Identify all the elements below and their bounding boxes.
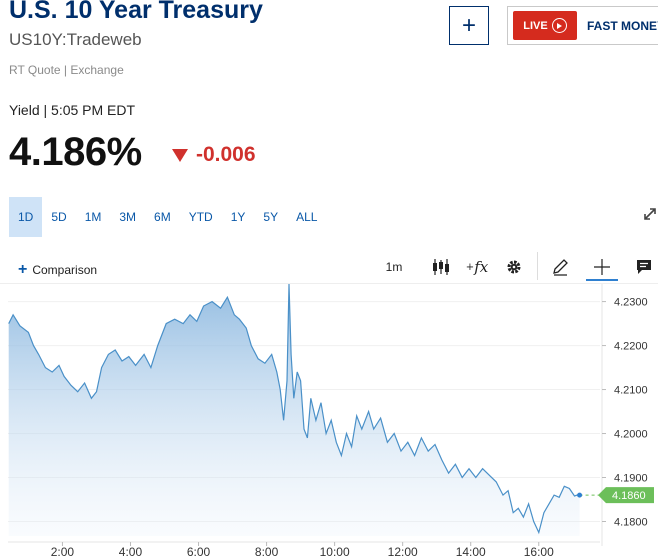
x-tick-label: 2:00: [51, 545, 75, 558]
y-tick-label: 4.2100: [614, 385, 648, 397]
price-change: -0.006: [172, 143, 256, 167]
symbol-subtitle: US10Y:Tradeweb: [9, 30, 142, 49]
settings-gear-icon[interactable]: [504, 256, 524, 278]
y-tick-label: 4.2200: [614, 341, 648, 353]
x-tick-label: 8:00: [255, 545, 279, 558]
y-tick-label: 4.2000: [614, 429, 648, 441]
interval-button[interactable]: 1m: [385, 260, 403, 274]
comparison-label: Comparison: [32, 263, 98, 277]
toolbar-divider: [537, 252, 538, 280]
live-badge: LIVE: [513, 11, 577, 40]
x-tick-label: 4:00: [119, 545, 143, 558]
indicators-fx-icon[interactable]: + fx: [465, 258, 489, 276]
down-arrow-icon: [172, 148, 188, 162]
yield-timestamp: Yield | 5:05 PM EDT: [9, 102, 136, 118]
tab-1y[interactable]: 1Y: [230, 210, 246, 224]
tab-1d[interactable]: 1D: [9, 197, 43, 237]
last-price-label: 4.1860: [612, 490, 646, 502]
comment-icon[interactable]: [634, 256, 654, 278]
last-price-badge: [598, 487, 654, 504]
chart-divider: [0, 283, 658, 284]
comparison-button[interactable]: + Comparison: [18, 261, 97, 279]
x-tick-label: 10:00: [320, 545, 350, 558]
range-tabs: 1D 5D 1M 3M 6M YTD 1Y 5Y ALL: [9, 197, 326, 237]
tab-1m[interactable]: 1M: [84, 210, 102, 224]
y-tick-label: 4.2300: [614, 297, 648, 309]
play-icon: [551, 18, 567, 33]
rt-quote-label: RT Quote | Exchange: [9, 63, 124, 77]
tab-6m[interactable]: 6M: [154, 210, 171, 224]
price-change-value: -0.006: [196, 143, 256, 166]
tab-5y[interactable]: 5Y: [263, 210, 279, 224]
price-line: [8, 284, 580, 535]
current-price: 4.186%: [9, 130, 142, 174]
tab-5d[interactable]: 5D: [51, 210, 67, 224]
candlestick-icon[interactable]: [430, 256, 452, 278]
fast-money-live-banner[interactable]: LIVE FAST MONEY: [507, 6, 658, 45]
x-tick-label: 14:00: [456, 545, 486, 558]
tab-ytd[interactable]: YTD: [188, 210, 213, 224]
fx-label: fx: [474, 258, 489, 276]
expand-chart-icon[interactable]: [642, 206, 658, 222]
last-price-dot: [577, 492, 583, 498]
plus-icon: +: [18, 261, 28, 278]
fast-money-label: FAST MONEY: [587, 18, 658, 33]
y-tick-label: 4.1800: [614, 516, 648, 528]
crosshair-icon[interactable]: [592, 256, 612, 278]
x-tick-label: 12:00: [388, 545, 418, 558]
add-to-watchlist-button[interactable]: +: [449, 6, 489, 45]
page-title: U.S. 10 Year Treasury: [9, 0, 263, 24]
live-label: LIVE: [523, 19, 548, 32]
tab-all[interactable]: ALL: [296, 210, 318, 224]
y-tick-label: 4.1900: [614, 473, 648, 485]
x-tick-label: 6:00: [187, 545, 211, 558]
draw-pencil-icon[interactable]: [550, 256, 570, 278]
price-chart[interactable]: 4.2300 4.2200 4.2100 4.2000 4.1900 4.1800 4.18…: [0, 284, 658, 558]
x-tick-label: 16:00: [524, 545, 554, 558]
price-area-fill: [8, 284, 580, 536]
tab-3m[interactable]: 3M: [119, 210, 137, 224]
crosshair-active-indicator: [586, 279, 618, 281]
